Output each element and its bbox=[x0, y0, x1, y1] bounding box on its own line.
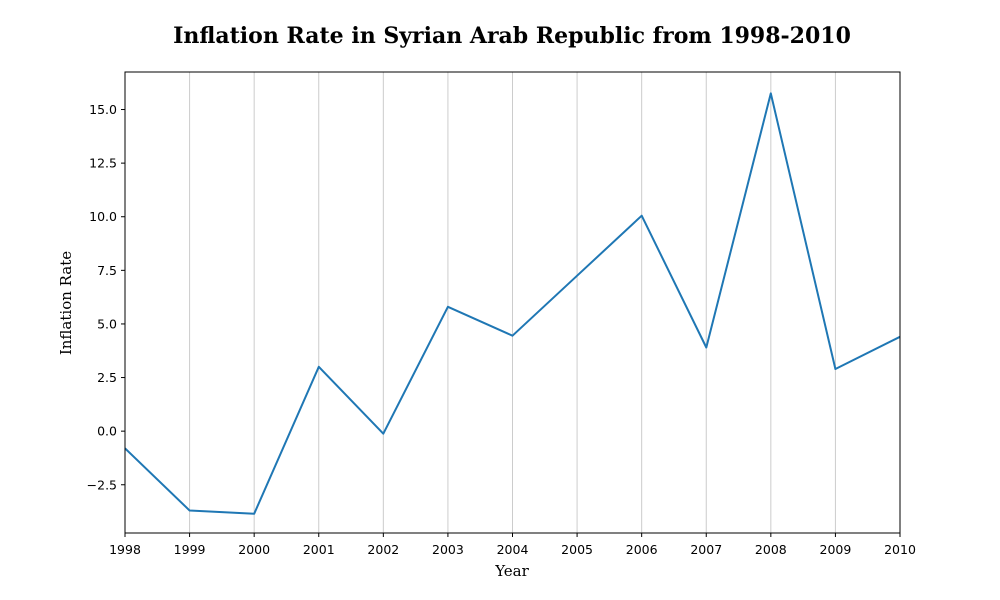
x-axis: 1998 1999 2000 2001 2002 2003 2004 2005 2006 2007… bbox=[109, 533, 916, 557]
x-tick-label: 2010 bbox=[884, 542, 916, 557]
x-tick-label: 1999 bbox=[174, 542, 206, 557]
y-tick-label: 12.5 bbox=[89, 156, 117, 171]
x-tick-label: 2003 bbox=[432, 542, 464, 557]
x-tick-label: 2004 bbox=[497, 542, 529, 557]
x-tick-label: 2002 bbox=[367, 542, 399, 557]
series-layer bbox=[124, 92, 901, 515]
y-tick-label: 10.0 bbox=[89, 209, 117, 224]
y-tick-label: 7.5 bbox=[97, 263, 117, 278]
x-tick-label: 2001 bbox=[303, 542, 335, 557]
x-tick-label: 2005 bbox=[561, 542, 593, 557]
x-tick-label: 2006 bbox=[626, 542, 658, 557]
x-tick-label: 2009 bbox=[820, 542, 852, 557]
x-tick-label: 2000 bbox=[238, 542, 270, 557]
x-tick-label: 2008 bbox=[755, 542, 787, 557]
x-axis-label: Year bbox=[494, 562, 529, 580]
y-axis: −2.5 0.0 2.5 5.0 7.5 10.0 12.5 15.0 bbox=[87, 102, 125, 492]
series-line bbox=[124, 92, 901, 515]
y-axis-label: Inflation Rate bbox=[57, 251, 75, 355]
y-tick-label: 0.0 bbox=[97, 424, 117, 439]
y-tick-label: −2.5 bbox=[87, 477, 117, 492]
x-tick-label: 2007 bbox=[690, 542, 722, 557]
x-tick-label: 1998 bbox=[109, 542, 141, 557]
y-tick-label: 15.0 bbox=[89, 102, 117, 117]
chart-title: Inflation Rate in Syrian Arab Republic f… bbox=[173, 23, 851, 49]
y-tick-label: 2.5 bbox=[97, 370, 117, 385]
grid-layer bbox=[124, 72, 901, 533]
y-tick-label: 5.0 bbox=[97, 316, 117, 331]
